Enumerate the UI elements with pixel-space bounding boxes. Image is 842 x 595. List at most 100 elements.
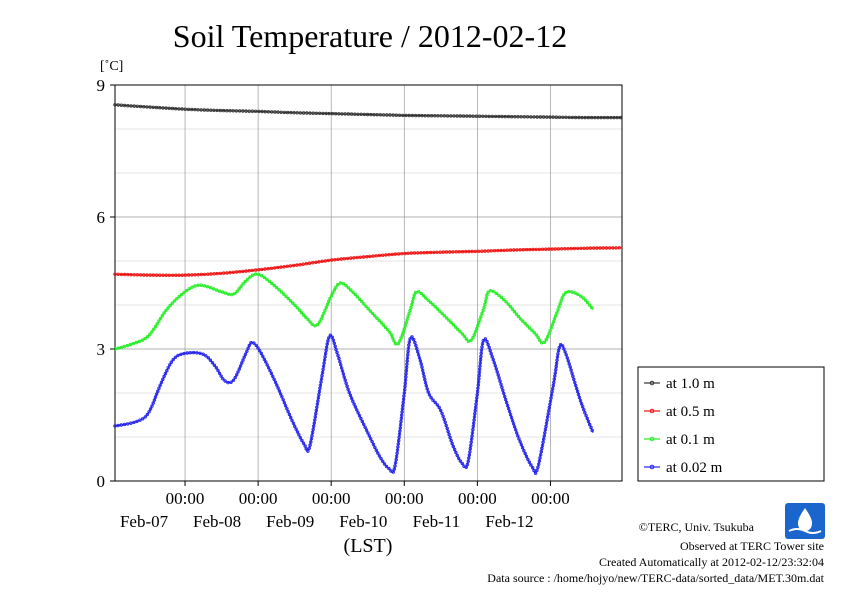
series-point xyxy=(438,250,442,254)
series-point xyxy=(274,285,279,290)
series-point xyxy=(465,114,469,118)
series-point xyxy=(474,114,479,118)
series-point xyxy=(483,299,488,304)
series-point xyxy=(332,288,337,292)
series-point xyxy=(238,364,243,368)
series-point xyxy=(214,288,219,292)
series-point xyxy=(527,460,531,464)
series-point xyxy=(555,358,559,362)
series-point xyxy=(500,385,504,389)
series-point xyxy=(504,400,509,405)
series-point xyxy=(263,267,267,271)
series-point xyxy=(399,419,403,424)
series-point xyxy=(549,396,553,400)
series-point xyxy=(376,451,380,455)
series-point xyxy=(467,456,471,460)
series-point xyxy=(308,111,312,115)
series-point xyxy=(281,398,285,402)
series-point xyxy=(570,115,575,120)
series-point xyxy=(324,348,328,353)
series-point xyxy=(454,250,458,254)
series-point xyxy=(524,247,529,252)
series-point xyxy=(405,365,409,370)
series-point xyxy=(602,115,607,120)
series-point xyxy=(475,327,479,331)
series-point xyxy=(387,466,391,471)
series-point xyxy=(201,352,205,356)
series-point xyxy=(265,363,269,367)
series-point xyxy=(571,374,575,378)
series-point xyxy=(505,403,510,408)
series-point xyxy=(285,264,290,268)
series-point xyxy=(233,291,237,296)
series-point xyxy=(135,104,139,108)
series-point xyxy=(184,288,189,293)
series-point xyxy=(248,275,252,279)
series-point xyxy=(316,322,320,327)
series-point xyxy=(477,373,481,378)
series-point xyxy=(132,273,136,277)
series-point xyxy=(477,321,481,325)
series-point xyxy=(230,292,234,297)
series-point xyxy=(576,292,580,297)
series-point xyxy=(558,302,562,306)
series-point xyxy=(292,110,296,115)
series-point xyxy=(116,103,120,107)
series-point xyxy=(557,115,562,119)
series-point xyxy=(556,352,560,356)
series-point xyxy=(479,351,483,355)
y-tick-label-2: 6 xyxy=(97,208,106,227)
series-point xyxy=(518,248,522,252)
series-point xyxy=(291,421,296,425)
series-point xyxy=(447,432,451,437)
series-point xyxy=(297,308,302,312)
series-point xyxy=(262,275,266,280)
series-point xyxy=(325,302,330,307)
series-point xyxy=(193,284,197,288)
series-point xyxy=(245,349,249,353)
series-point xyxy=(347,390,351,394)
series-point xyxy=(518,317,523,321)
series-point xyxy=(395,448,400,452)
series-point xyxy=(221,108,226,113)
series-point xyxy=(550,323,555,327)
series-point xyxy=(469,440,473,444)
series-point xyxy=(401,397,406,401)
series-point xyxy=(478,361,482,365)
series-point xyxy=(322,361,326,365)
series-point xyxy=(280,395,284,399)
series-point xyxy=(341,372,346,376)
series-point xyxy=(396,445,400,449)
series-point xyxy=(466,339,471,343)
series-point xyxy=(542,437,546,441)
series-point xyxy=(153,395,158,399)
series-point xyxy=(396,252,401,256)
series-point xyxy=(464,337,468,341)
series-point xyxy=(295,430,300,434)
series-point xyxy=(407,113,411,118)
series-point xyxy=(177,107,181,111)
series-point xyxy=(576,246,580,251)
series-point xyxy=(357,297,362,301)
series-point xyxy=(595,246,599,250)
series-point xyxy=(472,333,476,337)
series-point xyxy=(234,109,239,113)
series-point xyxy=(527,326,532,330)
series-point xyxy=(185,351,189,355)
series-point xyxy=(426,298,430,302)
series-point xyxy=(267,279,272,284)
series-point xyxy=(295,111,299,115)
series-point xyxy=(471,114,475,118)
series-point xyxy=(386,328,390,332)
series-point xyxy=(400,333,404,337)
legend-marker-3 xyxy=(649,464,655,470)
series-point xyxy=(567,115,571,120)
series-point xyxy=(381,459,385,463)
series-point xyxy=(445,114,450,118)
series-point xyxy=(206,272,210,276)
series-point xyxy=(516,114,520,119)
series-point xyxy=(578,399,583,403)
series-point xyxy=(422,374,426,379)
y-tick-label-1: 3 xyxy=(97,340,106,359)
series-point xyxy=(472,418,476,422)
